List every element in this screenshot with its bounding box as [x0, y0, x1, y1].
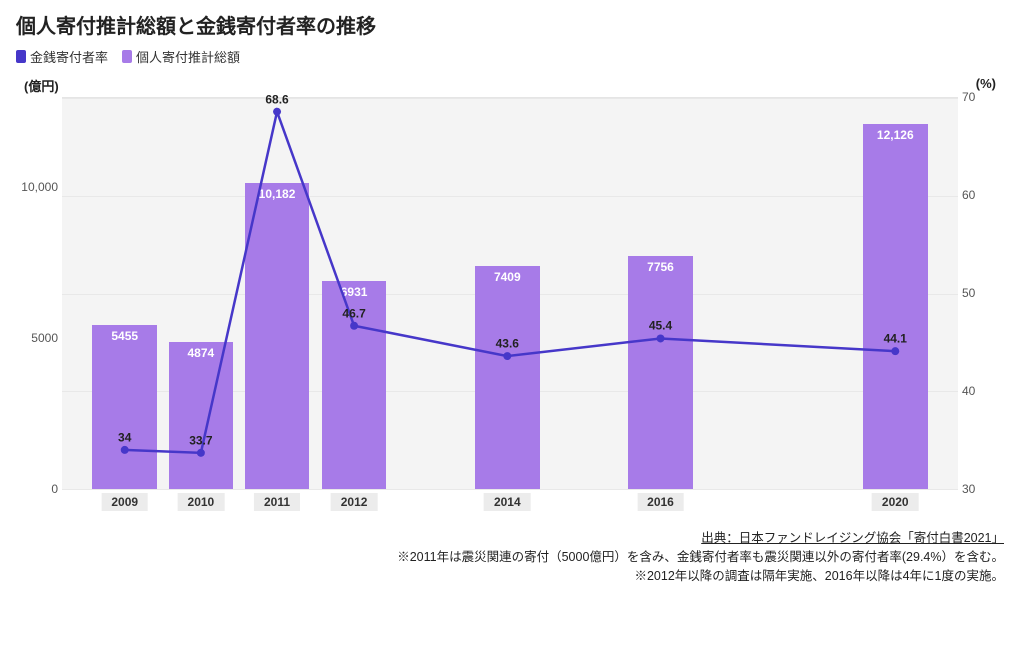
plot-area: 5455487410,18269317409775612,126 3433.76… [62, 97, 958, 489]
footnotes: 出典：日本ファンドレイジング協会「寄付白書2021」 ※2011年は震災関連の寄… [16, 529, 1004, 585]
y-right-tick: 40 [962, 384, 1004, 398]
legend-item-line: 金銭寄付者率 [16, 47, 108, 66]
x-category-label: 2009 [101, 493, 148, 511]
legend-item-bar: 個人寄付推計総額 [122, 47, 240, 66]
legend-swatch-line [16, 50, 26, 63]
line-value-label: 46.7 [342, 306, 365, 320]
legend: 金銭寄付者率 個人寄付推計総額 [16, 47, 1004, 66]
x-category-label: 2010 [178, 493, 225, 511]
chart-title: 個人寄付推計総額と金銭寄付者率の推移 [16, 10, 1004, 39]
line-value-label: 33.7 [189, 433, 212, 447]
chart: 0500010,000 5455487410,18269317409775612… [16, 97, 1004, 517]
y-left-tick: 5000 [16, 331, 58, 345]
legend-label-bar: 個人寄付推計総額 [136, 47, 240, 66]
y-right-tick: 30 [962, 482, 1004, 496]
footnote-2: ※2012年以降の調査は隔年実施、2016年以降は4年に1度の実施。 [16, 567, 1004, 586]
line-value-label: 68.6 [265, 92, 288, 106]
y-right-tick: 50 [962, 286, 1004, 300]
legend-label-line: 金銭寄付者率 [30, 47, 108, 66]
line-value-label: 44.1 [884, 332, 907, 346]
footnote-source: 出典：日本ファンドレイジング協会「寄付白書2021」 [16, 529, 1004, 548]
legend-swatch-bar [122, 50, 132, 63]
x-category-label: 2014 [484, 493, 531, 511]
line-value-label: 43.6 [496, 336, 519, 350]
y-left-unit: (億円) [24, 76, 59, 95]
y-right-tick: 60 [962, 188, 1004, 202]
y-axis-right: 3040506070 [962, 97, 1004, 489]
x-category-label: 2016 [637, 493, 684, 511]
line-value-label: 34 [118, 430, 131, 444]
x-category-label: 2011 [254, 493, 300, 511]
y-right-tick: 70 [962, 90, 1004, 104]
point-labels-layer: 3433.768.646.743.645.444.1 [62, 98, 958, 489]
y-axis-left: 0500010,000 [16, 97, 58, 489]
x-axis: 2009 2010 2011 2012 2014 2016 2020 [62, 489, 958, 517]
y-left-tick: 10,000 [16, 180, 58, 194]
footnote-1: ※2011年は震災関連の寄付（5000億円）を含み、金銭寄付者率も震災関連以外の… [16, 548, 1004, 567]
x-category-label: 2012 [331, 493, 378, 511]
y-left-tick: 0 [16, 482, 58, 496]
axis-unit-row: (億円) (%) [16, 76, 1004, 97]
x-category-label: 2020 [872, 493, 919, 511]
line-value-label: 45.4 [649, 319, 672, 333]
